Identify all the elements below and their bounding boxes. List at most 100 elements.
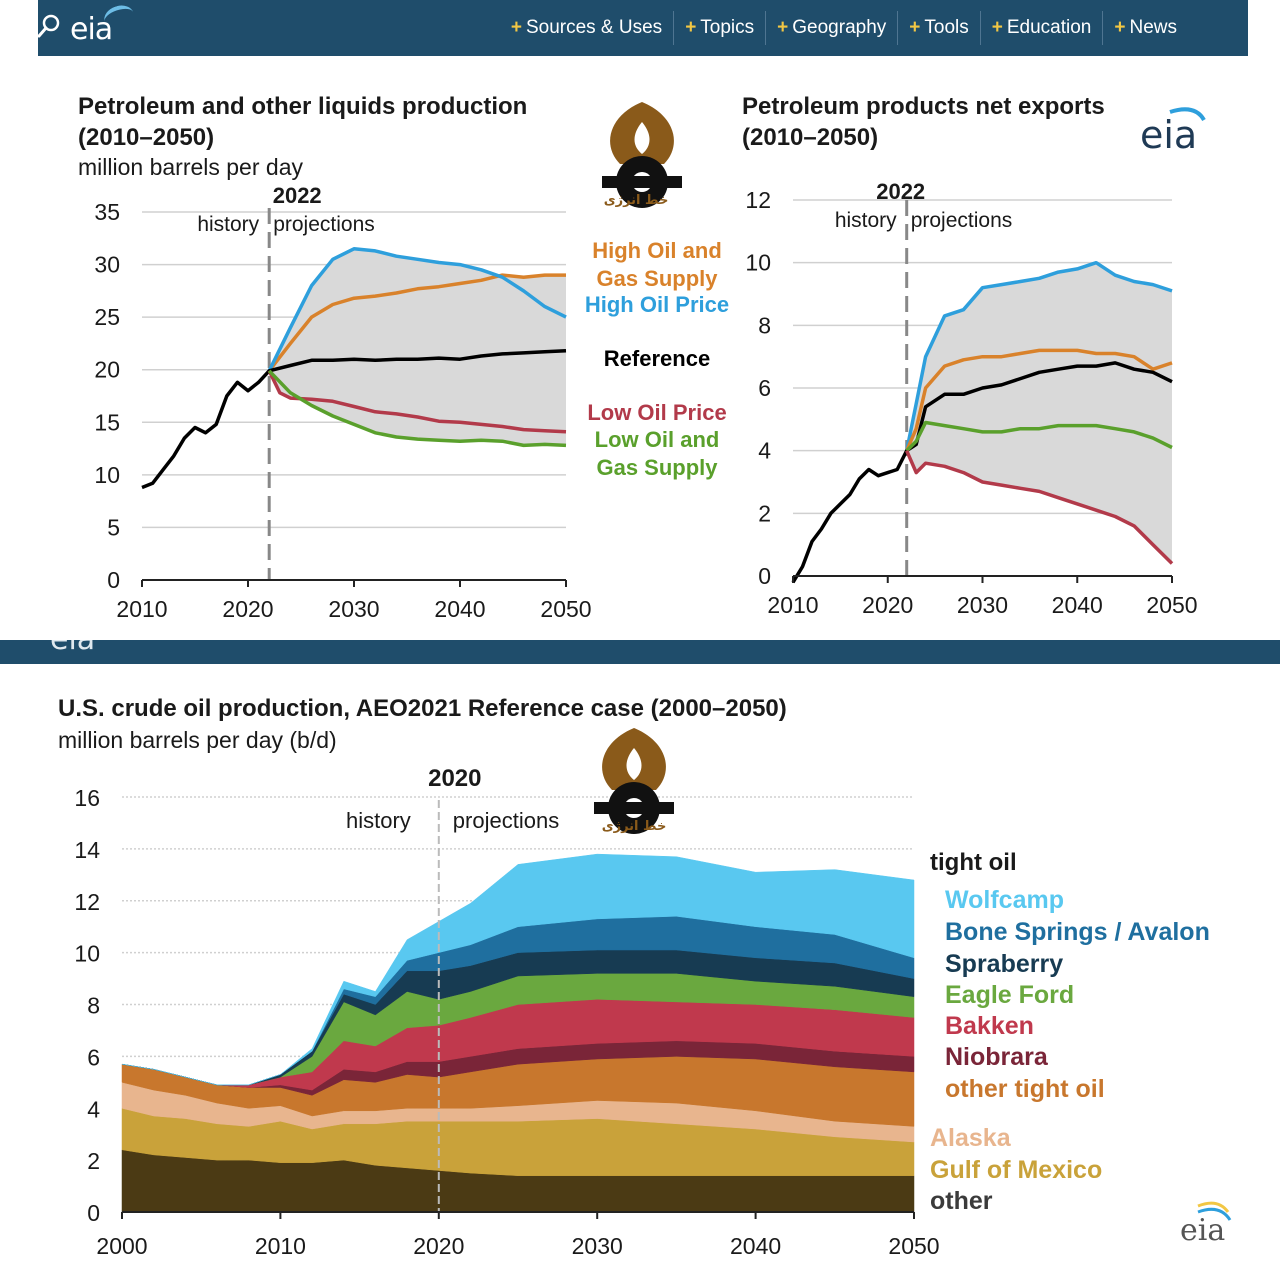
nav-menu: + Sources & Uses + Topics + Geography + Tool… [500,0,1188,56]
x-tick-label: 2050 [540,596,591,622]
svg-text:eia: eia [1140,113,1197,157]
series-line-reference [791,361,1173,584]
y-tick-label: 0 [87,1200,100,1226]
plus-icon: + [510,17,522,38]
top-nav-bar: eia + Sources & Uses + Topics + Geography +… [38,0,1248,56]
legend-high-oil-gas-2: Gas Supply [596,266,718,291]
plus-icon: + [777,17,789,38]
legend-alaska: Alaska [930,1124,1012,1152]
x-tick-label: 2020 [222,596,273,622]
chart2-series-lines [791,260,1174,584]
legend-bone-springs-avalon: Bone Springs / Avalon [945,918,1210,946]
series-line-high-oil-and-gas-supply [267,273,566,372]
search-icon[interactable] [38,14,60,38]
y-tick-label: 0 [758,563,771,589]
series-line-high-oil-price [267,247,567,372]
legend-reference: Reference [604,346,710,371]
net-exports-chart: Petroleum products net exports (2010–205… [742,93,1206,618]
legend-other-tight-oil: other tight oil [945,1075,1105,1103]
chart1-axes: 2010 2020 2030 2040 2050 0 5 10 15 20 25 30 35 [94,199,591,622]
y-tick-label: 20 [94,357,120,383]
plus-icon: + [909,17,921,38]
x-tick-label: 2010 [255,1233,306,1259]
y-tick-label: 12 [74,889,100,915]
y-tick-label: 0 [107,567,120,593]
chart2-projection-label: projections [911,209,1013,232]
production-chart: Petroleum and other liquids production (… [78,93,729,622]
x-tick-label: 2040 [434,596,485,622]
y-tick-label: 10 [94,462,120,488]
y-tick-label: 6 [758,375,771,401]
y-tick-label: 10 [745,250,771,276]
y-tick-label: 4 [758,438,771,464]
nav-item-geography[interactable]: + Geography [766,11,899,45]
chart1-subtitle: (2010–2050) [78,124,214,151]
svg-text:eia: eia [1180,1213,1225,1248]
y-tick-label: 25 [94,304,120,330]
x-tick-label: 2020 [413,1233,464,1259]
series-line-low-oil-and-gas-supply [905,420,1173,452]
x-tick-label: 2030 [328,596,379,622]
legend-spraberry: Spraberry [945,950,1063,978]
chart3-axes: 2000 2010 2020 2030 2040 2050 0 2 4 6 8 10 12 14 16 [74,785,939,1259]
nav-item-tools[interactable]: + Tools [898,11,981,45]
nav-item-topics[interactable]: + Topics [674,11,767,45]
eia-logo[interactable]: eia [70,1,137,47]
chart1-series-lines [141,247,567,490]
y-tick-label: 14 [74,837,100,863]
eia-logo-chart2: eia [1140,107,1206,157]
watermark-text-2: خط انرژی [602,819,667,834]
y-tick-label: 8 [758,312,771,338]
chart1-divider-label: 2022 [273,183,322,208]
x-tick-label: 2000 [96,1233,147,1259]
y-tick-label: 12 [745,187,771,213]
chart1-projection-label: projections [273,213,375,236]
chart3-history-label: history [346,808,411,833]
legend-wolfcamp: Wolfcamp [945,886,1064,914]
y-tick-label: 8 [87,993,100,1019]
y-tick-label: 10 [74,941,100,967]
chart2-history-label: history [835,209,897,232]
section-divider-band: eia [0,640,1280,664]
nav-item-news[interactable]: + News [1114,17,1177,38]
x-tick-label: 2010 [116,596,167,622]
nav-item-sources-uses[interactable]: + Sources & Uses [500,11,675,45]
chart3-stacked-areas [121,853,915,1213]
plus-icon: + [991,17,1003,38]
legend-niobrara: Niobrara [945,1043,1049,1071]
x-tick-label: 2050 [888,1233,939,1259]
legend-low-oil-price: Low Oil Price [587,400,726,425]
x-tick-label: 2020 [862,592,913,618]
legend-bakken: Bakken [945,1012,1034,1040]
x-tick-label: 2030 [957,592,1008,618]
legend-eagle-ford: Eagle Ford [945,981,1074,1009]
plus-icon: + [685,17,697,38]
series-line-low-oil-and-gas-supply [267,369,567,448]
nav-item-education[interactable]: + Education [981,11,1104,45]
chart1-legend: High Oil and Gas Supply High Oil Price R… [585,238,729,480]
legend-high-oil-price: High Oil Price [585,292,729,317]
chart1-ylabel: million barrels per day [78,154,303,180]
x-tick-label: 2050 [1146,592,1197,618]
plus-icon: + [1114,17,1126,38]
y-tick-label: 16 [74,785,100,811]
series-line-high-oil-price [904,260,1173,452]
y-tick-label: 2 [758,500,771,526]
chart1-title: Petroleum and other liquids production [78,93,527,120]
y-tick-label: 30 [94,252,120,278]
y-tick-label: 6 [87,1044,100,1070]
legend-high-oil-gas-1: High Oil and [592,238,722,263]
chart3-title: U.S. crude oil production, AEO2021 Refer… [58,695,787,722]
eia-logo-chart3: eia [1180,1201,1232,1248]
chart3-ylabel: million barrels per day (b/d) [58,727,337,753]
x-tick-label: 2010 [767,592,818,618]
area-wolfcamp [121,853,915,1086]
chart2-title: Petroleum products net exports [742,93,1105,120]
eia-logo-fragment: eia [50,640,95,657]
chart2-divider-label: 2022 [876,179,925,204]
y-tick-label: 2 [87,1148,100,1174]
x-tick-label: 2040 [730,1233,781,1259]
y-tick-label: 35 [94,199,120,225]
y-tick-label: 5 [107,514,120,540]
